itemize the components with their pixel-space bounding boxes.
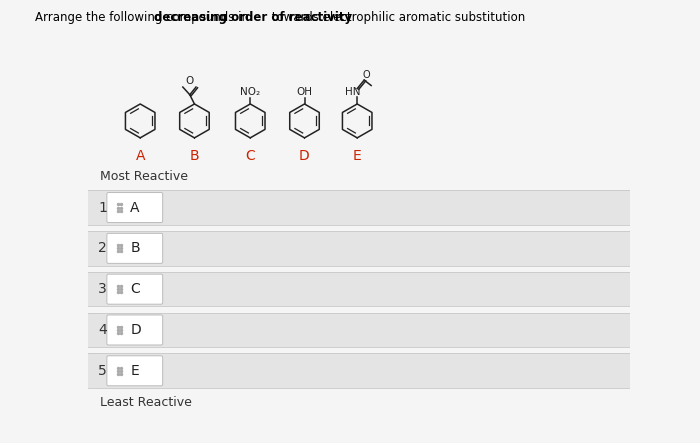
Text: A: A (130, 201, 139, 214)
Text: C: C (246, 149, 255, 163)
Text: 5: 5 (98, 364, 107, 378)
Text: C: C (130, 282, 140, 296)
Bar (88, 272, 630, 307)
Bar (88, 313, 630, 347)
Text: E: E (130, 364, 139, 378)
FancyBboxPatch shape (107, 233, 162, 264)
Bar (88, 231, 630, 266)
Text: O: O (185, 76, 193, 86)
Bar (88, 354, 630, 388)
Text: Least Reactive: Least Reactive (100, 396, 192, 409)
Text: B: B (130, 241, 140, 255)
Text: O: O (363, 70, 370, 81)
Text: OH: OH (297, 87, 312, 97)
Text: B: B (190, 149, 200, 163)
Text: D: D (130, 323, 141, 337)
Text: A: A (135, 149, 145, 163)
Text: Most Reactive: Most Reactive (100, 170, 188, 183)
Text: E: E (353, 149, 362, 163)
Text: D: D (299, 149, 310, 163)
Text: 2: 2 (98, 241, 107, 255)
Text: NO₂: NO₂ (240, 87, 260, 97)
Text: HN: HN (345, 87, 361, 97)
FancyBboxPatch shape (107, 274, 162, 304)
FancyBboxPatch shape (107, 315, 162, 345)
Text: 1: 1 (98, 201, 107, 214)
Text: decreasing order of reactivity: decreasing order of reactivity (154, 11, 352, 24)
Text: Arrange the following compounds in: Arrange the following compounds in (35, 11, 253, 24)
Bar (88, 190, 630, 225)
FancyBboxPatch shape (107, 193, 162, 222)
Text: 4: 4 (98, 323, 107, 337)
FancyBboxPatch shape (107, 356, 162, 386)
Text: 3: 3 (98, 282, 107, 296)
Text: towards electrophilic aromatic substitution: towards electrophilic aromatic substitut… (268, 11, 526, 24)
